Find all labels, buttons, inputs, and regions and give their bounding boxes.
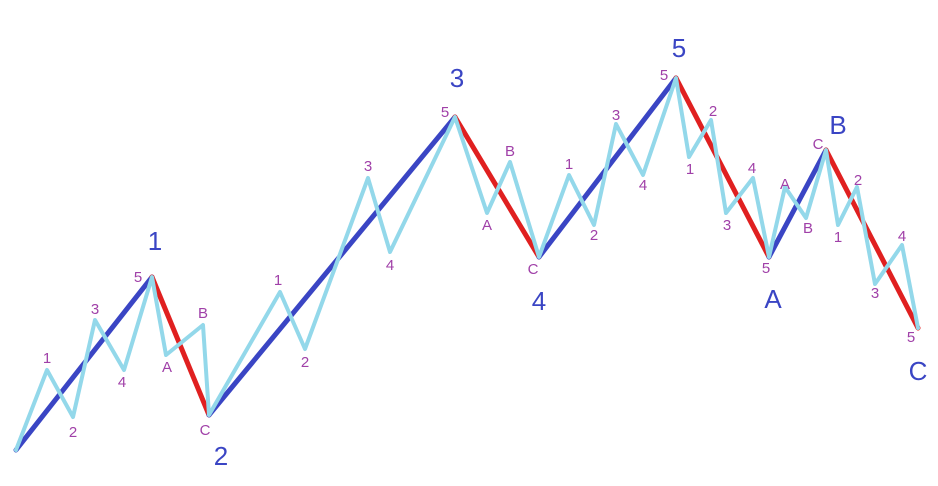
major-label-2: 2	[214, 441, 228, 471]
minor-label: 4	[748, 160, 756, 177]
minor-label: 2	[590, 227, 598, 244]
minor-label: 1	[43, 350, 51, 367]
minor-label: C	[813, 136, 824, 153]
minor-label: B	[803, 220, 813, 237]
minor-labels: 1 2 3 4 5 A B C 1 2 3 4 5 A B C 1 2 3 4 …	[43, 67, 915, 441]
minor-label: C	[528, 261, 539, 278]
minor-label: A	[780, 176, 790, 193]
minor-label: B	[505, 143, 515, 160]
major-label-c: C	[909, 356, 928, 386]
major-label-5: 5	[672, 33, 686, 63]
minor-label: 1	[834, 229, 842, 246]
major-label-a: A	[764, 284, 782, 314]
minor-label: 3	[612, 107, 620, 124]
minor-label: 4	[118, 374, 126, 391]
minor-label: 1	[565, 156, 573, 173]
wave-c-line	[823, 147, 921, 331]
major-label-3: 3	[450, 63, 464, 93]
minor-label: 5	[441, 104, 449, 121]
minor-label: 3	[364, 158, 372, 175]
minor-label: C	[200, 422, 211, 439]
minor-label: 5	[762, 260, 770, 277]
minor-label: 5	[134, 269, 142, 286]
major-labels: 1 2 3 4 5 A B C	[148, 33, 928, 471]
minor-label: 3	[91, 301, 99, 318]
main-waves	[13, 75, 921, 453]
major-label-1: 1	[148, 226, 162, 256]
major-label-b: B	[829, 110, 846, 140]
minor-label: A	[482, 217, 492, 234]
minor-label: 2	[69, 424, 77, 441]
minor-label: 4	[639, 177, 647, 194]
minor-label: 2	[301, 354, 309, 371]
wave-2-line	[149, 274, 212, 418]
minor-label: 4	[898, 228, 906, 245]
minor-label: B	[198, 305, 208, 322]
minor-label: 2	[709, 103, 717, 120]
sub-wave-path	[14, 76, 920, 452]
minor-label: 5	[907, 329, 915, 346]
minor-label: 5	[660, 67, 668, 84]
wave-a-line	[673, 75, 772, 260]
major-label-4: 4	[532, 286, 546, 316]
minor-label: 1	[274, 272, 282, 289]
minor-label: 2	[854, 172, 862, 189]
minor-label: 3	[723, 217, 731, 234]
wave-3-line	[206, 114, 458, 418]
minor-label: A	[162, 359, 172, 376]
minor-label: 4	[386, 257, 394, 274]
minor-label: 3	[871, 285, 879, 302]
minor-label: 1	[686, 161, 694, 178]
